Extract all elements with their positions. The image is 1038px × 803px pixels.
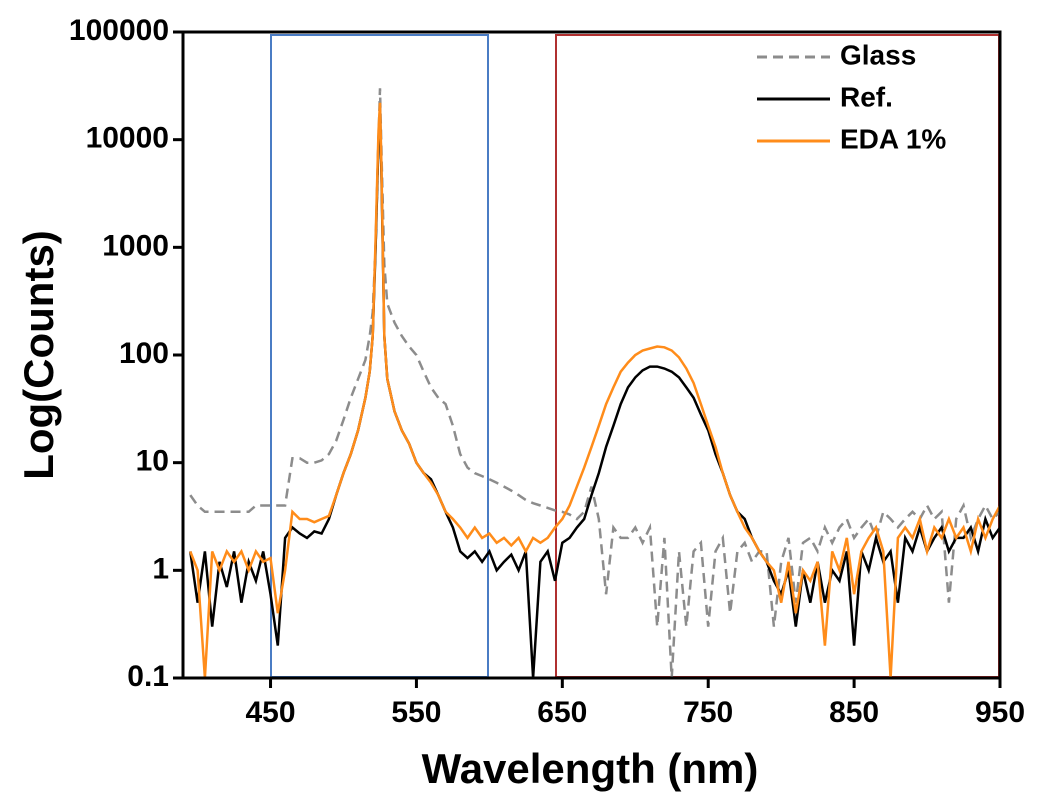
y-tick-label: 0.1 bbox=[127, 660, 169, 693]
y-tick-label: 1000 bbox=[102, 229, 169, 262]
legend-label: EDA 1% bbox=[840, 123, 946, 154]
y-tick-label: 1 bbox=[152, 552, 169, 585]
x-tick-label: 450 bbox=[246, 696, 296, 729]
x-tick-label: 750 bbox=[683, 696, 733, 729]
y-axis-label: Log(Counts) bbox=[15, 230, 62, 480]
x-tick-label: 550 bbox=[391, 696, 441, 729]
x-tick-label: 850 bbox=[829, 696, 879, 729]
y-tick-label: 10 bbox=[136, 445, 169, 478]
x-tick-label: 950 bbox=[975, 696, 1025, 729]
data-line bbox=[189, 102, 1000, 678]
plot-frame bbox=[181, 30, 1002, 680]
legend-label: Ref. bbox=[840, 81, 893, 112]
data-line bbox=[189, 107, 1000, 678]
y-tick-label: 10000 bbox=[86, 122, 169, 155]
legend-label: Glass bbox=[840, 39, 916, 70]
data-line bbox=[189, 88, 1000, 678]
x-axis-label: Wavelength (nm) bbox=[422, 745, 759, 792]
y-tick-label: 100 bbox=[119, 337, 169, 370]
y-tick-label: 100000 bbox=[69, 14, 169, 47]
x-tick-label: 650 bbox=[537, 696, 587, 729]
